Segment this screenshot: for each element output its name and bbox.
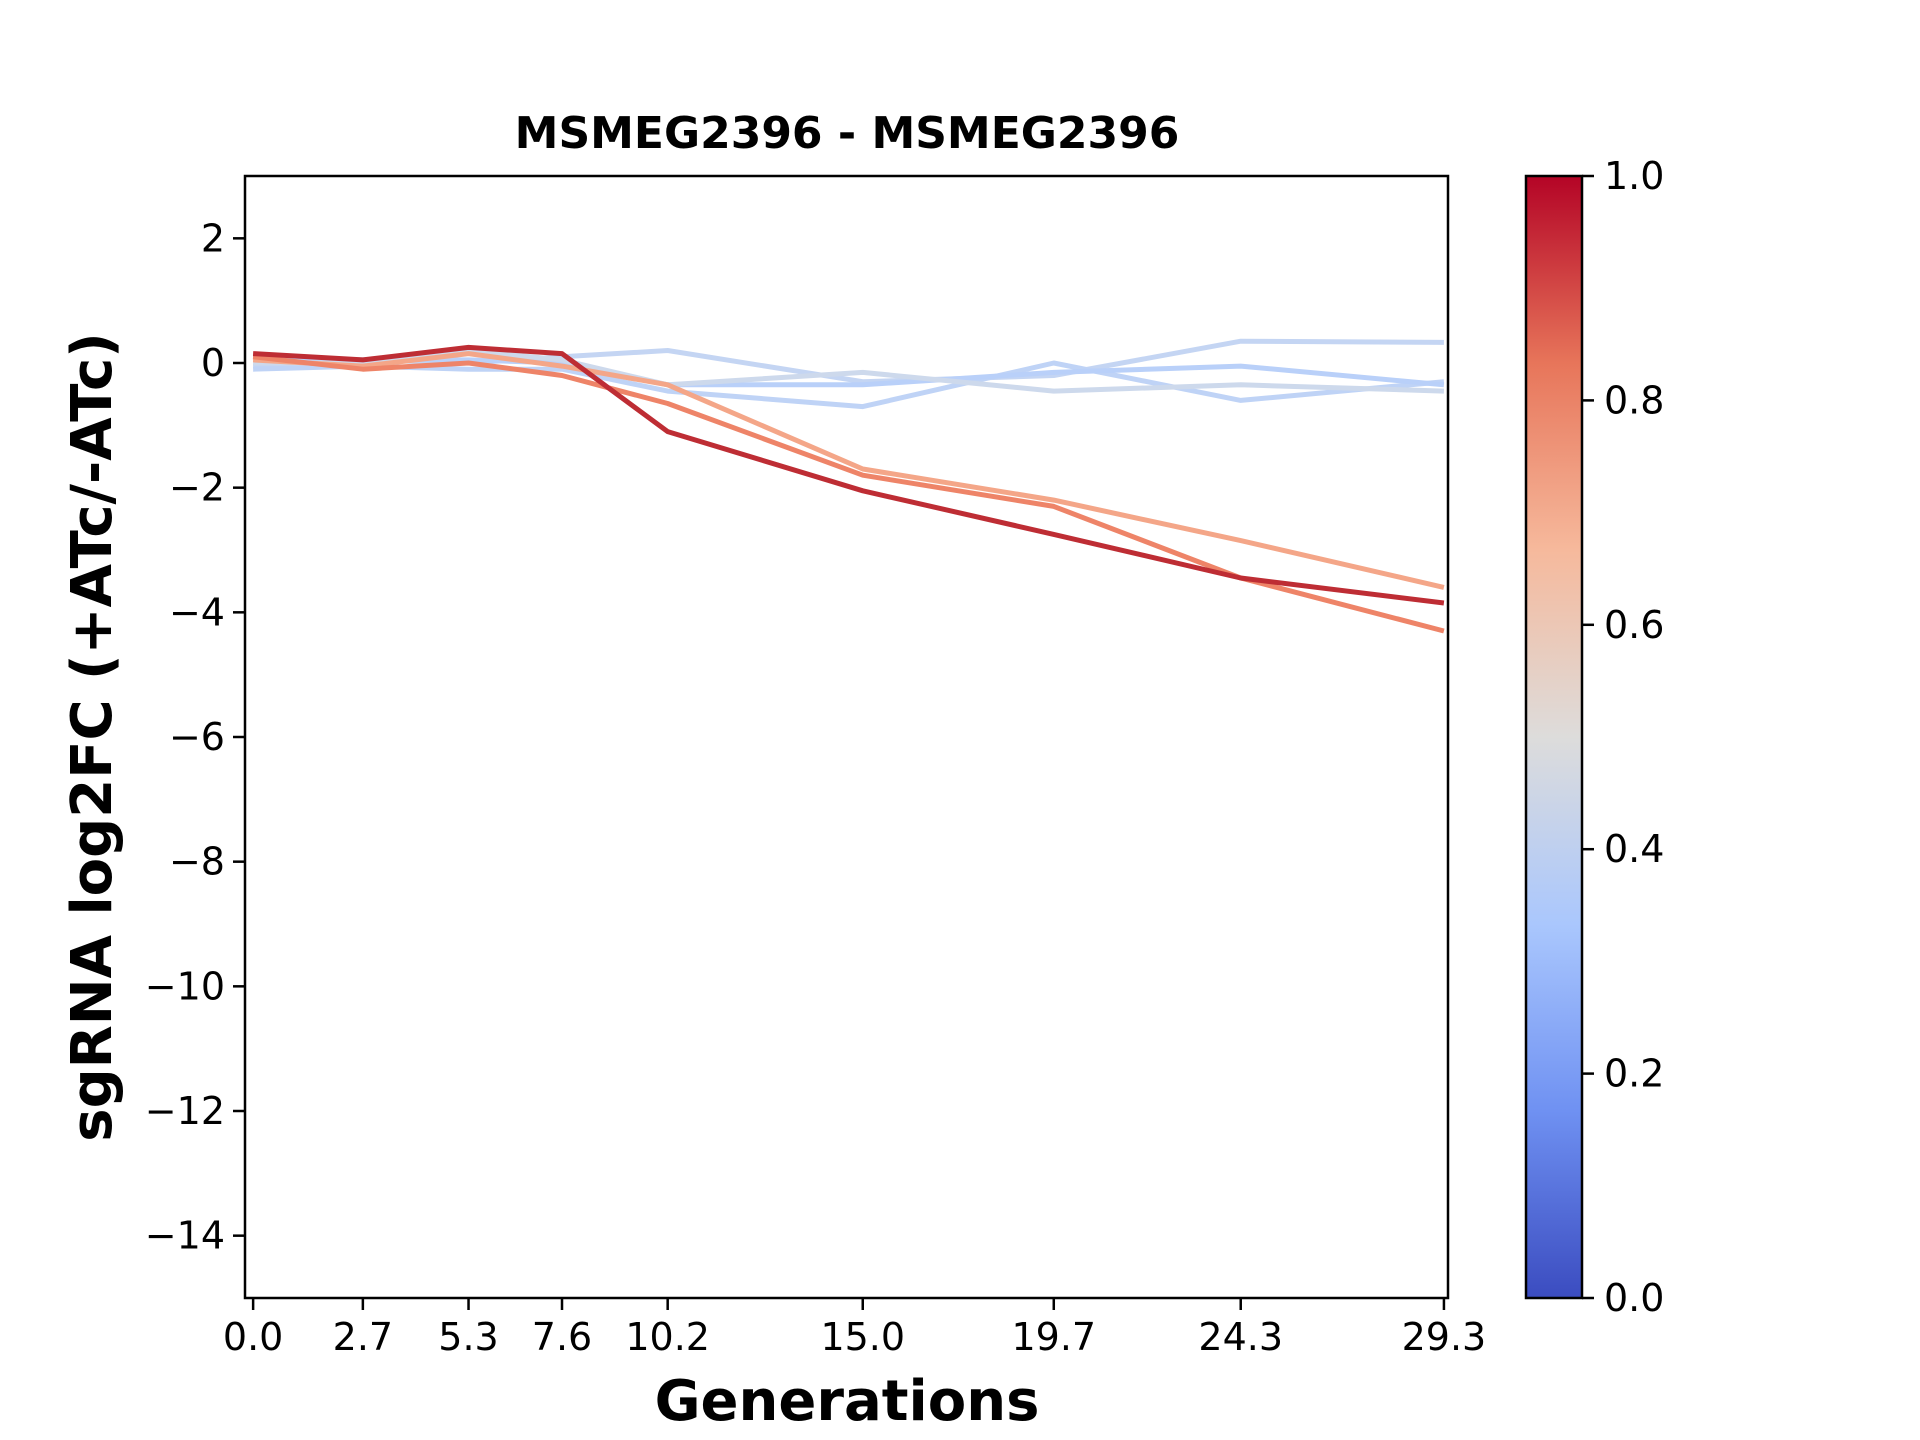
y-tick-label: 0 <box>201 341 225 385</box>
colorbar-tick-label: 0.4 <box>1604 827 1664 871</box>
colorbar-tick-label: 0.0 <box>1604 1276 1664 1320</box>
x-tick-label: 24.3 <box>1198 1315 1283 1359</box>
plot-background <box>245 176 1448 1298</box>
y-tick-label: −14 <box>145 1214 225 1258</box>
x-tick-label: 5.3 <box>438 1315 498 1359</box>
x-tick-label: 7.6 <box>532 1315 592 1359</box>
x-tick-label: 2.7 <box>333 1315 393 1359</box>
y-tick-label: 2 <box>201 216 225 260</box>
colorbar: 0.0 0.2 0.4 0.6 0.8 1.0 <box>1524 154 1664 1320</box>
y-tick-label: −4 <box>169 590 225 634</box>
y-tick-label: −12 <box>145 1089 225 1133</box>
y-tick-label: −10 <box>145 964 225 1008</box>
series-line-6 <box>252 354 1445 634</box>
colorbar-tick-label: 0.6 <box>1604 603 1664 647</box>
colorbar-tick-label: 1.0 <box>1604 154 1664 198</box>
chart-title: MSMEG2396 - MSMEG2396 <box>515 108 1180 159</box>
x-tick-label: 15.0 <box>820 1315 905 1359</box>
x-tick-label: 19.7 <box>1011 1315 1096 1359</box>
plot-area <box>243 174 1450 1300</box>
x-tick-label: 10.2 <box>625 1315 710 1359</box>
y-tick-label: −6 <box>169 715 225 759</box>
x-tick-label: 0.0 <box>223 1315 283 1359</box>
y-axis-label: sgRNA log2FC (+ATc/-ATc) <box>60 332 125 1142</box>
colorbar-tick-label: 0.8 <box>1604 378 1664 422</box>
x-axis-label: Generations <box>655 1369 1040 1434</box>
x-axis: 0.0 2.7 5.3 7.6 10.2 15.0 19.7 24.3 29.3 <box>223 1298 1486 1359</box>
series-line-7 <box>252 344 1445 606</box>
y-tick-label: −8 <box>169 840 225 884</box>
x-tick-label: 29.3 <box>1402 1315 1487 1359</box>
y-tick-label: −2 <box>169 466 225 510</box>
series-line-5 <box>252 351 1445 590</box>
series-layer <box>252 338 1445 634</box>
colorbar-tick-label: 0.2 <box>1604 1052 1664 1096</box>
colorbar-ticks: 0.0 0.2 0.4 0.6 0.8 1.0 <box>1582 154 1664 1320</box>
y-axis: 2 0 −2 −4 −6 −8 −10 −12 −14 <box>145 216 245 1258</box>
colorbar-gradient <box>1524 174 1584 1300</box>
